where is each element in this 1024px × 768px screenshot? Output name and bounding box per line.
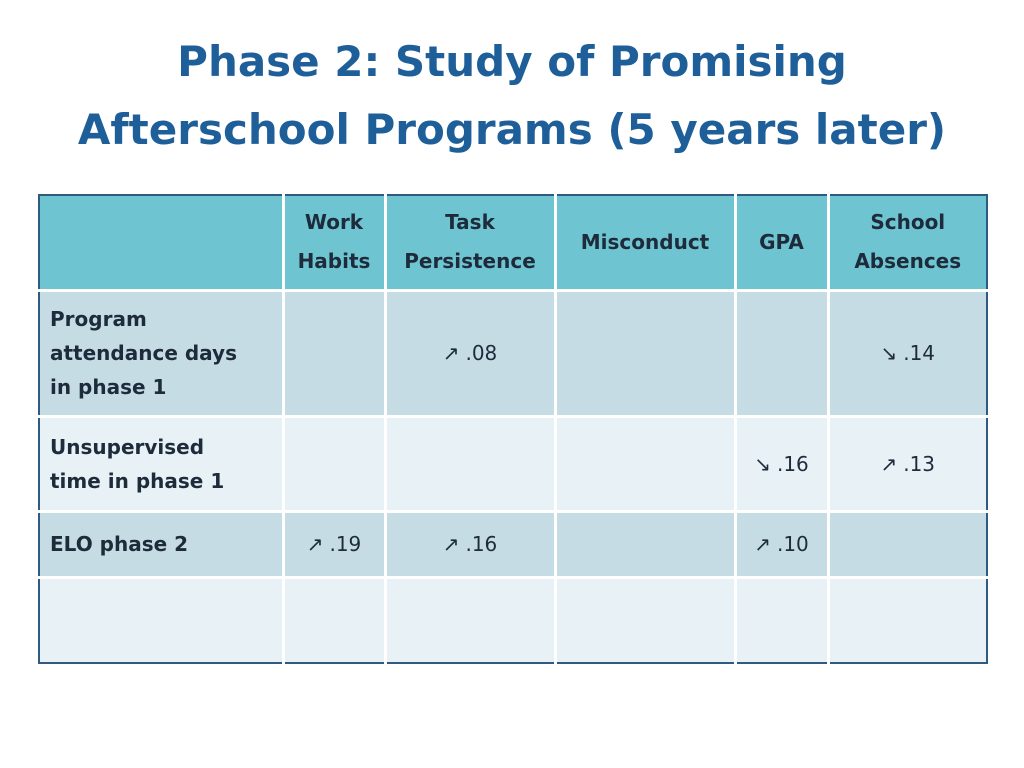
arrow-up-right-icon: ↗: [442, 341, 460, 365]
empty-cell: [826, 575, 987, 663]
row-label-line: ELO phase 2: [50, 532, 189, 556]
cell-value: .10: [776, 532, 809, 556]
header-work-habits-line-2: Habits: [297, 249, 371, 274]
row-label-line: attendance days: [50, 341, 237, 365]
empty-cell: [39, 575, 283, 663]
cell-value: .16: [776, 451, 809, 476]
header-school-absences-line-1: School: [870, 210, 946, 235]
header-blank: [39, 195, 283, 290]
header-task-persistence-line-2: Persistence: [404, 249, 536, 274]
cell-value: .08: [465, 341, 498, 365]
empty-cell: [281, 575, 385, 663]
header-task-persistence: Task Persistence: [383, 195, 555, 290]
empty-cell: [553, 575, 735, 663]
header-work-habits: Work Habits: [281, 195, 385, 290]
arrow-up-right-icon: ↗: [442, 532, 460, 556]
cell-task-persistence: ↗ .08: [383, 288, 555, 416]
cell-value: .13: [903, 451, 936, 476]
arrow-up-right-icon: ↗: [306, 532, 324, 556]
cell-value: .14: [903, 341, 936, 365]
cell-value: .19: [329, 532, 362, 556]
cell-misconduct: [553, 509, 735, 577]
header-task-persistence-line-1: Task: [445, 210, 495, 235]
arrow-up-right-icon: ↗: [754, 532, 771, 556]
row-label-program-attendance: Program attendance days in phase 1: [39, 288, 283, 416]
slide-title: Phase 2: Study of Promising Afterschool …: [0, 28, 1024, 164]
title-line-2: Afterschool Programs (5 years later): [77, 105, 947, 154]
arrow-down-right-icon: ↘: [754, 451, 771, 476]
cell-gpa: ↗ .10: [733, 509, 828, 577]
row-label-line: time in phase 1: [50, 468, 225, 493]
empty-cell: [383, 575, 555, 663]
row-label-unsupervised-time: Unsupervised time in phase 1: [39, 414, 283, 511]
table-row-empty: [39, 575, 987, 663]
arrow-up-right-icon: ↗: [880, 451, 898, 476]
header-gpa: GPA: [733, 195, 828, 290]
cell-gpa: [733, 288, 828, 416]
cell-school-absences: [826, 509, 987, 577]
table-row-program-attendance: Program attendance days in phase 1 ↗ .08 …: [39, 288, 987, 416]
results-table: Work Habits Task Persistence Misconduct …: [38, 194, 988, 664]
empty-cell: [733, 575, 828, 663]
table-row-unsupervised-time: Unsupervised time in phase 1 ↘ .16 ↗ .13: [39, 414, 987, 511]
header-row: Work Habits Task Persistence Misconduct …: [39, 195, 987, 290]
arrow-down-right-icon: ↘: [880, 341, 898, 365]
cell-work-habits: ↗ .19: [281, 509, 385, 577]
header-school-absences: School Absences: [826, 195, 987, 290]
cell-misconduct: [553, 414, 735, 511]
cell-school-absences: ↘ .14: [826, 288, 987, 416]
title-line-1: Phase 2: Study of Promising: [177, 37, 847, 86]
cell-work-habits: [281, 414, 385, 511]
cell-task-persistence: [383, 414, 555, 511]
cell-task-persistence: ↗ .16: [383, 509, 555, 577]
header-school-absences-line-2: Absences: [854, 249, 962, 274]
row-label-line: in phase 1: [50, 375, 167, 399]
cell-gpa: ↘ .16: [733, 414, 828, 511]
row-label-line: Unsupervised: [50, 434, 205, 459]
table-row-elo-phase-2: ELO phase 2 ↗ .19 ↗ .16 ↗ .10: [39, 509, 987, 577]
cell-value: .16: [465, 532, 498, 556]
header-misconduct: Misconduct: [553, 195, 735, 290]
cell-school-absences: ↗ .13: [826, 414, 987, 511]
header-work-habits-line-1: Work: [304, 210, 364, 235]
cell-misconduct: [553, 288, 735, 416]
row-label-line: Program: [50, 307, 147, 331]
row-label-elo-phase-2: ELO phase 2: [39, 509, 283, 577]
cell-work-habits: [281, 288, 385, 416]
